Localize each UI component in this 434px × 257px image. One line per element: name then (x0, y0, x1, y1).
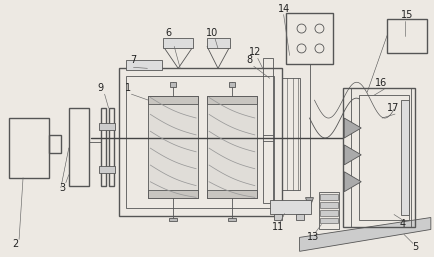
Text: 16: 16 (374, 78, 386, 88)
Bar (163, 39, 193, 48)
Text: 17: 17 (386, 103, 398, 113)
Bar (295, 214, 303, 219)
Bar (126, 76, 273, 208)
Bar (169, 217, 177, 222)
Bar (269, 200, 311, 214)
Polygon shape (344, 172, 360, 192)
Bar (170, 82, 176, 87)
Bar (351, 88, 410, 227)
Bar (99, 123, 114, 130)
Text: 2: 2 (12, 239, 18, 249)
Text: 6: 6 (165, 27, 171, 38)
Text: 14: 14 (277, 4, 289, 14)
Bar (320, 201, 338, 208)
Text: 5: 5 (411, 242, 417, 252)
Text: 7: 7 (130, 55, 136, 65)
Bar (386, 19, 426, 53)
Bar (207, 39, 230, 48)
Bar (400, 100, 408, 215)
Bar (273, 214, 281, 219)
Bar (320, 209, 338, 216)
Bar (207, 190, 256, 198)
Bar (281, 78, 299, 190)
Text: 10: 10 (205, 27, 218, 38)
Bar (118, 68, 281, 216)
Text: 12: 12 (248, 47, 260, 57)
Text: 4: 4 (399, 219, 405, 230)
Text: 11: 11 (271, 223, 283, 233)
Text: 9: 9 (97, 83, 103, 93)
Bar (69, 108, 89, 186)
Bar (320, 217, 338, 224)
Bar (126, 60, 162, 70)
Bar (207, 96, 256, 198)
Text: 8: 8 (246, 55, 252, 65)
Bar (342, 88, 414, 227)
Bar (319, 192, 339, 230)
Bar (108, 108, 113, 186)
Bar (99, 166, 114, 173)
Bar (320, 194, 338, 200)
Bar (148, 96, 197, 104)
Bar (148, 96, 197, 198)
Bar (49, 135, 61, 153)
Bar (148, 190, 197, 198)
Bar (262, 58, 272, 203)
Text: 13: 13 (307, 232, 319, 242)
Text: 15: 15 (400, 10, 412, 20)
Text: 3: 3 (59, 183, 66, 193)
Polygon shape (344, 145, 360, 165)
Text: 1: 1 (125, 83, 131, 93)
Bar (227, 217, 235, 222)
Bar (100, 108, 105, 186)
Polygon shape (344, 118, 360, 138)
Polygon shape (299, 217, 430, 251)
Bar (285, 13, 332, 64)
Bar (207, 96, 256, 104)
Bar (358, 95, 408, 219)
Bar (228, 82, 234, 87)
Bar (9, 118, 49, 178)
Polygon shape (305, 198, 313, 209)
